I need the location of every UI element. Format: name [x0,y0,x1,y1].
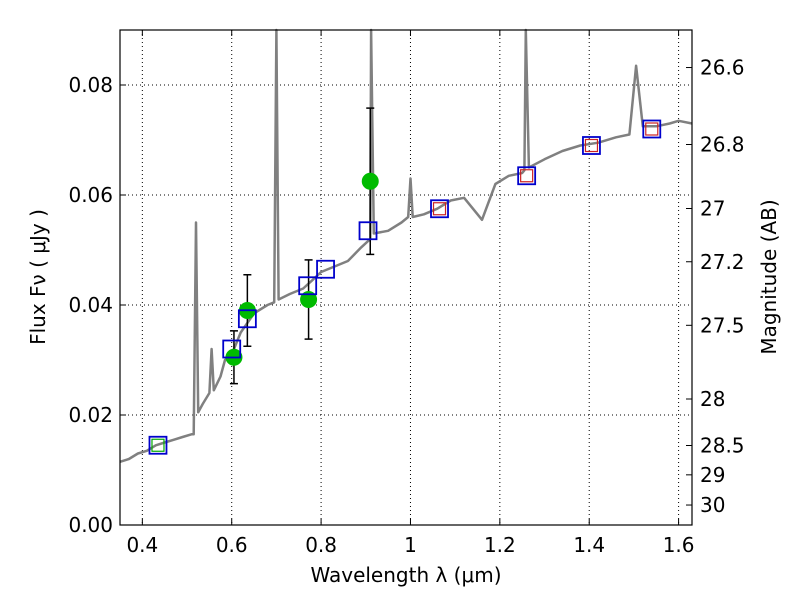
band-squares [148,119,662,455]
x-tick-label: 0.6 [216,533,248,557]
right-tick-label: 26.6 [700,56,745,80]
right-tick-label: 27.5 [700,313,745,337]
inner-band-square [520,169,534,183]
grid [120,30,692,525]
y-tick-label: 0.02 [68,403,113,427]
band-square [430,199,449,219]
x-tick-label: 0.8 [305,533,337,557]
right-tick-label: 28.5 [700,434,745,458]
y-tick-label: 0.06 [68,183,113,207]
band-square [517,166,537,186]
inner-band-square [151,438,165,452]
band-square [358,221,378,241]
inner-band-square [645,122,659,136]
observed-point [300,291,318,308]
tick-labels: 0.4 0.6 0.8 1 1.2 1.4 1.6 0.00 0.02 0.04 0.06 0.08 2… [68,56,744,557]
ticks [120,30,692,526]
inner-band-square [584,138,599,153]
band-square [237,309,257,329]
right-tick-label: 26.8 [700,132,745,156]
spectrum-line [119,28,693,463]
right-tick-label: 27.2 [700,250,745,274]
x-tick-label: 1.2 [484,533,516,557]
plot-frame [119,29,693,526]
right-tick-label: 27 [700,197,725,221]
band-square [642,119,662,139]
observed-points [225,172,379,366]
band-square [316,259,335,279]
right-tick-label: 30 [700,493,725,517]
band-square [222,339,242,359]
inner-band-square [432,202,447,216]
x-tick-label: 1.6 [663,533,695,557]
spectrum [119,28,693,463]
right-tick-label: 28 [700,387,725,411]
band-square [298,276,318,296]
y-tick-label: 0.00 [68,513,113,537]
band-square [582,136,601,155]
x-tick-label: 1.4 [573,533,605,557]
band-square [148,435,168,455]
x-axis-label: Wavelength λ (μm) [310,563,501,587]
y-tick-label: 0.04 [68,293,113,317]
error-bars [229,107,375,385]
observed-point [361,172,379,190]
right-axis-label: Magnitude (AB) [757,199,781,354]
y-axis-label: Flux Fν ( μJy ) [26,209,50,345]
right-tick-label: 29 [700,463,725,487]
x-tick-label: 1 [404,533,417,557]
y-tick-label: 0.08 [68,73,113,97]
x-tick-label: 0.4 [126,533,158,557]
